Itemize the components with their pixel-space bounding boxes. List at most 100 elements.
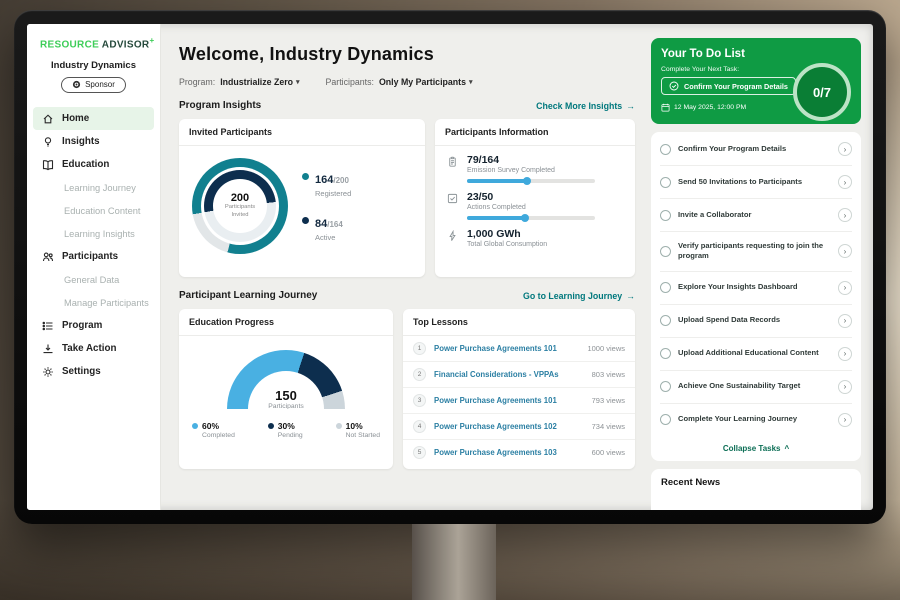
task-label: Explore Your Insights Dashboard — [678, 282, 798, 292]
actions-progress-bar — [467, 214, 595, 222]
task-row[interactable]: Confirm Your Program Details › — [660, 133, 852, 166]
legend-label: Registered — [315, 189, 352, 198]
legend-label: Not Started — [345, 432, 380, 439]
legend-dot-blue — [192, 423, 198, 429]
task-row[interactable]: Achieve One Sustainability Target › — [660, 371, 852, 404]
lesson-row[interactable]: 2 Financial Considerations - VPPAs 803 v… — [403, 362, 635, 388]
task-checkbox[interactable] — [660, 209, 671, 221]
lesson-rank: 3 — [413, 394, 426, 407]
brand-plus: + — [149, 36, 155, 45]
task-checkbox[interactable] — [660, 282, 671, 293]
next-task-due: 12 May 2025, 12:00 PM — [661, 103, 851, 112]
resource-advisor-app: RESOURCE ADVISOR+ Industry Dynamics Spon… — [27, 24, 873, 510]
sidebar-item-take-action[interactable]: Take Action — [27, 337, 160, 360]
sidebar-item-education-content[interactable]: Education Content — [27, 199, 160, 222]
legend-dot-navy — [302, 217, 309, 224]
chevron-right-icon[interactable]: › — [838, 412, 852, 427]
task-row[interactable]: Invite a Collaborator › — [660, 199, 852, 232]
task-row[interactable]: Upload Additional Educational Content › — [660, 338, 852, 371]
lesson-title-link[interactable]: Financial Considerations - VPPAs — [434, 370, 559, 379]
task-checkbox[interactable] — [660, 348, 671, 359]
lesson-title-link[interactable]: Power Purchase Agreements 103 — [434, 448, 557, 457]
task-row[interactable]: Upload Spend Data Records › — [660, 305, 852, 338]
sidebar-item-learning-insights[interactable]: Learning Insights — [27, 222, 160, 245]
sidebar-item-participants[interactable]: Participants — [27, 245, 160, 268]
lesson-row[interactable]: 3 Power Purchase Agreements 101 793 view… — [403, 388, 635, 414]
brand-name-secondary: ADVISOR — [101, 39, 150, 51]
sidebar-item-education[interactable]: Education — [27, 153, 160, 176]
lesson-row[interactable]: 5 Power Purchase Agreements 103 600 view… — [403, 440, 635, 465]
legend-label: Active — [315, 233, 336, 242]
chevron-right-icon[interactable]: › — [838, 244, 852, 259]
sidebar-item-label: Home — [62, 113, 90, 125]
sidebar-item-manage-participants[interactable]: Manage Participants — [27, 291, 160, 314]
todo-progress-value: 0/7 — [812, 84, 832, 100]
lesson-title-link[interactable]: Power Purchase Agreements 102 — [434, 422, 557, 431]
chevron-right-icon[interactable]: › — [838, 313, 852, 328]
collapse-tasks-button[interactable]: Collapse Tasks ^ — [660, 436, 852, 458]
chevron-right-icon[interactable]: › — [838, 280, 852, 295]
program-filter-value: Industrialize Zero — [220, 77, 294, 87]
chevron-right-icon[interactable]: › — [838, 208, 852, 222]
monitor-screen: RESOURCE ADVISOR+ Industry Dynamics Spon… — [27, 24, 873, 510]
stat-label: Total Global Consumption — [467, 241, 548, 248]
calendar-icon — [661, 103, 670, 112]
link-label: Go to Learning Journey — [522, 290, 623, 301]
page-title: Welcome, Industry Dynamics — [179, 44, 434, 64]
task-row[interactable]: Verify participants requesting to join t… — [660, 232, 852, 272]
chevron-right-icon[interactable]: › — [838, 346, 852, 361]
task-checkbox[interactable] — [660, 176, 671, 188]
next-task-button[interactable]: Confirm Your Program Details — [661, 77, 796, 95]
legend-total: /200 — [333, 176, 349, 185]
participants-filter-dropdown[interactable]: Only My Participants ▾ — [379, 77, 473, 87]
program-insights-header: Program Insights Check More Insights → — [179, 100, 635, 111]
chevron-right-icon[interactable]: › — [838, 379, 852, 394]
task-checkbox[interactable] — [660, 315, 671, 326]
sidebar-item-label: General Data — [64, 274, 120, 285]
legend-value: 84 — [315, 218, 328, 230]
task-row[interactable]: Explore Your Insights Dashboard › — [660, 272, 852, 305]
task-row[interactable]: Complete Your Learning Journey › — [660, 404, 852, 436]
lesson-title-link[interactable]: Power Purchase Agreements 101 — [434, 344, 557, 353]
sidebar-item-home[interactable]: Home — [33, 107, 154, 131]
chevron-right-icon[interactable]: › — [838, 142, 852, 156]
go-to-learning-journey-link[interactable]: Go to Learning Journey → — [523, 291, 635, 301]
stat-actions-completed: 23/50 Actions Completed — [435, 183, 635, 222]
legend-item-active: 84/164 Active — [302, 214, 351, 242]
sidebar-item-program[interactable]: Program — [27, 314, 160, 337]
task-checkbox[interactable] — [660, 245, 671, 257]
legend-dot-teal — [302, 173, 309, 180]
lesson-row[interactable]: 4 Power Purchase Agreements 102 734 view… — [403, 414, 635, 440]
emission-survey-progress-bar — [467, 177, 595, 185]
stat-label: Emission Survey Completed — [467, 167, 555, 174]
sponsor-badge-wrap: Sponsor — [27, 76, 160, 94]
task-checkbox[interactable] — [660, 143, 671, 155]
stat-value: 1,000 GWh — [467, 228, 521, 240]
task-checkbox[interactable] — [660, 414, 671, 425]
legend-label: Pending — [277, 432, 303, 439]
sidebar-item-insights[interactable]: Insights — [27, 130, 160, 153]
task-label: Verify participants requesting to join t… — [678, 241, 824, 261]
lesson-title-link[interactable]: Power Purchase Agreements 101 — [434, 396, 557, 405]
participants-icon — [42, 252, 54, 261]
program-filter-dropdown[interactable]: Industrialize Zero ▾ — [220, 77, 299, 87]
chevron-up-icon: ^ — [784, 443, 790, 453]
sidebar-item-label: Program — [62, 320, 103, 332]
task-row[interactable]: Send 50 Invitations to Participants › — [660, 166, 852, 199]
participants-information-card: Participants Information 79/164 Emission… — [435, 119, 635, 277]
sidebar-item-settings[interactable]: Settings — [27, 360, 160, 383]
sidebar-item-learning-journey[interactable]: Learning Journey — [27, 176, 160, 199]
lesson-row[interactable]: 1 Power Purchase Agreements 101 1000 vie… — [403, 336, 635, 362]
todo-subtitle: Complete Your Next Task: — [661, 66, 740, 73]
arrow-right-icon: → — [626, 290, 635, 301]
task-checkbox[interactable] — [660, 381, 671, 392]
stat-label: Actions Completed — [467, 204, 526, 211]
check-more-insights-link[interactable]: Check More Insights → — [536, 101, 635, 111]
participants-filter: Participants: Only My Participants ▾ — [326, 77, 473, 87]
chevron-right-icon[interactable]: › — [838, 175, 852, 189]
lesson-views: 803 views — [591, 370, 625, 379]
sidebar-item-general-data[interactable]: General Data — [27, 268, 160, 291]
stat-emission-survey: 79/164 Emission Survey Completed — [435, 146, 635, 185]
recent-news-card: Recent News — [651, 468, 861, 510]
task-label: Confirm Your Program Details — [678, 143, 787, 153]
